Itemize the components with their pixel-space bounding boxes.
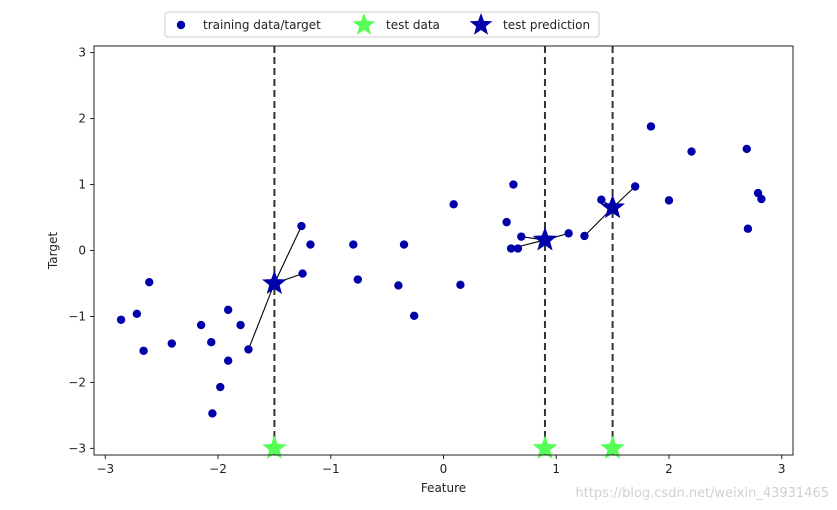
training-point: [196, 320, 206, 330]
legend-box: [164, 11, 600, 38]
training-point: [353, 275, 363, 284]
x-axis-label: Feature: [421, 481, 466, 495]
training-point: [757, 194, 766, 204]
x-tick-label: 1: [552, 462, 560, 476]
training-point: [216, 382, 225, 392]
test-data-star: [532, 435, 558, 459]
plot-clip-group: [116, 46, 766, 455]
training-point: [349, 240, 358, 249]
y-tick-label: 1: [78, 178, 86, 192]
training-point: [399, 240, 409, 249]
y-tick-label: 0: [78, 244, 86, 258]
training-point: [132, 309, 142, 319]
y-tick-label: 2: [78, 112, 86, 126]
training-point: [646, 122, 656, 131]
training-point: [687, 147, 696, 156]
training-point: [597, 195, 606, 204]
training-point: [394, 281, 403, 290]
test-prediction-star: [262, 270, 287, 294]
legend-marker-test-data: [352, 13, 376, 35]
legend-label-training: training data/target: [203, 18, 321, 32]
y-tick-label: 3: [78, 46, 86, 60]
training-point: [517, 232, 526, 241]
training-point: [564, 229, 573, 238]
training-point: [506, 244, 516, 253]
test-prediction-star: [600, 194, 625, 219]
x-tick-label: 3: [778, 462, 786, 476]
y-tick-label: −3: [68, 441, 86, 455]
x-tick-label: −2: [209, 462, 227, 476]
test-prediction-star: [532, 226, 558, 251]
training-point: [139, 346, 148, 355]
training-point: [145, 277, 154, 287]
training-point: [743, 224, 753, 233]
training-point: [207, 337, 216, 347]
training-point: [449, 200, 458, 209]
y-tick-label: −1: [68, 309, 86, 323]
training-point: [208, 409, 217, 418]
training-point: [298, 269, 307, 278]
training-point: [223, 305, 233, 315]
training-point: [244, 345, 253, 354]
test-data-star: [600, 435, 625, 459]
training-point: [223, 356, 233, 365]
training-point: [664, 196, 674, 205]
training-point: [297, 221, 306, 231]
training-point: [167, 339, 176, 348]
test-data-star: [262, 435, 287, 459]
legend-label-test-prediction: test prediction: [503, 18, 590, 32]
x-tick-label: −1: [322, 462, 340, 476]
training-point: [116, 315, 126, 324]
axes-frame: [93, 45, 794, 456]
x-tick-label: −3: [96, 462, 114, 476]
legend: training data/target test data test pred…: [164, 11, 600, 38]
neighbor-link-0-1: [273, 225, 302, 284]
y-axis-label: Target: [46, 232, 60, 270]
plot-area: [116, 46, 766, 459]
training-point: [580, 231, 589, 241]
x-tick-label: 0: [440, 462, 448, 476]
legend-marker-training: [176, 20, 186, 30]
training-point: [630, 182, 640, 191]
legend-label-test-data: test data: [386, 18, 440, 32]
training-point: [742, 144, 751, 154]
training-point: [513, 244, 523, 253]
x-tick-label: 2: [665, 462, 673, 476]
legend-marker-test-prediction: [469, 13, 493, 35]
watermark: https://blog.csdn.net/weixin_43931465: [575, 486, 829, 501]
training-point: [502, 217, 511, 227]
training-point: [409, 311, 419, 321]
training-point: [456, 280, 465, 290]
y-tick-label: −2: [68, 375, 86, 389]
neighbor-link-0-0: [247, 283, 275, 350]
training-point: [236, 320, 245, 330]
training-point: [509, 180, 518, 189]
training-point: [306, 240, 315, 249]
axis-ticks: −3 −2 −1 0 1 2 3 −3 −2 −1 0 1 2 3: [68, 46, 785, 476]
